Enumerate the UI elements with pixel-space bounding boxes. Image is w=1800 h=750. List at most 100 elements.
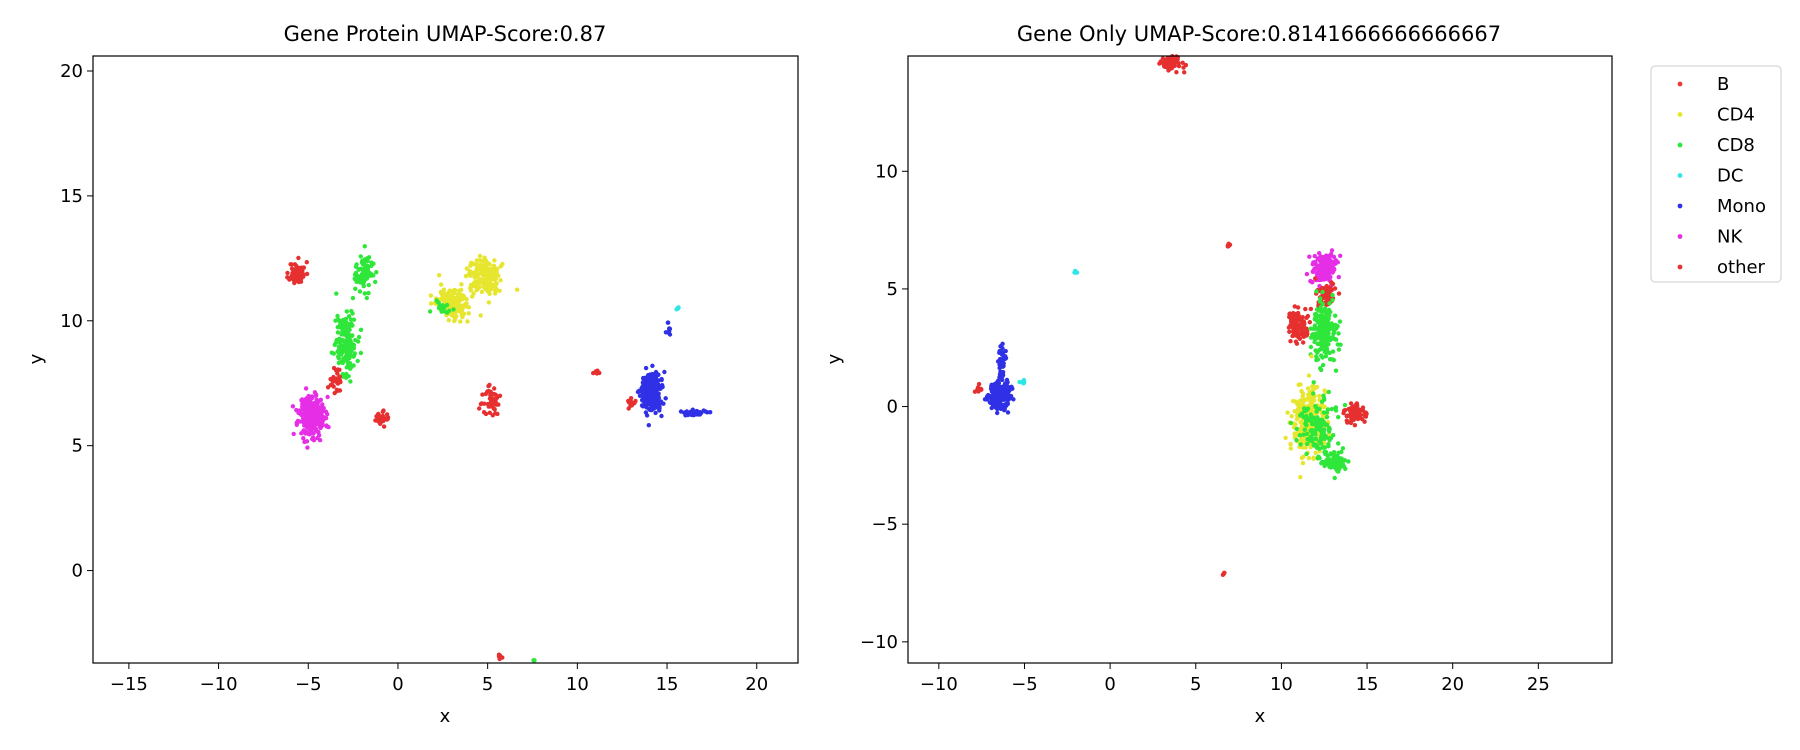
data-point-cd4 bbox=[493, 289, 498, 294]
data-point-cd8 bbox=[1325, 315, 1330, 320]
data-point-cd8 bbox=[1322, 397, 1327, 402]
y-tick-label: 0 bbox=[72, 561, 83, 582]
data-point-mono bbox=[989, 405, 994, 411]
data-point-dc bbox=[1020, 379, 1025, 384]
data-point-cd8 bbox=[1288, 420, 1294, 426]
data-point-cd8 bbox=[1322, 445, 1328, 450]
data-point-other bbox=[495, 411, 500, 417]
data-point-cd8 bbox=[1312, 339, 1317, 345]
data-point-cd4 bbox=[1288, 446, 1294, 451]
data-point-cd4 bbox=[446, 318, 451, 323]
data-point-cd8 bbox=[337, 325, 342, 330]
data-point-mono bbox=[640, 404, 645, 409]
data-point-other bbox=[488, 404, 493, 409]
data-point-cd8 bbox=[366, 282, 371, 288]
data-point-cd8 bbox=[1336, 347, 1342, 352]
data-point-cd8 bbox=[1335, 324, 1340, 329]
data-point-cd4 bbox=[438, 282, 444, 287]
data-point-other bbox=[337, 374, 342, 379]
data-point-cd4 bbox=[475, 278, 480, 284]
data-point-nk bbox=[311, 431, 316, 436]
data-point-other bbox=[378, 419, 384, 425]
data-point-nk bbox=[1336, 274, 1342, 280]
data-point-cd4 bbox=[440, 293, 445, 298]
data-point-cd8 bbox=[1313, 403, 1318, 409]
data-point-mono bbox=[647, 394, 652, 400]
data-point-nk bbox=[1311, 260, 1316, 265]
data-point-cd4 bbox=[485, 288, 490, 294]
data-point-cd8 bbox=[1316, 454, 1321, 459]
data-point-cd8 bbox=[1323, 354, 1329, 359]
data-point-cd8 bbox=[342, 342, 347, 347]
data-point-cd8 bbox=[1342, 402, 1348, 408]
left-x-axis-label: x bbox=[440, 706, 451, 727]
data-point-other bbox=[1322, 285, 1328, 291]
data-point-mono bbox=[999, 395, 1004, 400]
data-point-mono bbox=[1007, 396, 1013, 401]
data-point-cd8 bbox=[1333, 368, 1339, 373]
data-point-other bbox=[297, 265, 302, 271]
data-point-nk bbox=[1331, 254, 1337, 260]
data-point-cd4 bbox=[1294, 417, 1300, 422]
left-x-axis: −15 −10 −5 0 5 10 15 20 bbox=[110, 663, 768, 695]
data-point-cd4 bbox=[466, 311, 471, 316]
data-point-cd8 bbox=[366, 255, 372, 260]
x-tick-label: 15 bbox=[656, 674, 679, 695]
data-point-cd4 bbox=[453, 288, 458, 293]
data-point-mono bbox=[635, 389, 641, 395]
data-point-nk bbox=[1320, 265, 1326, 271]
data-point-cd8 bbox=[1319, 338, 1325, 344]
data-point-cd8 bbox=[1325, 337, 1330, 343]
data-point-mono bbox=[683, 413, 688, 418]
data-point-other bbox=[1344, 418, 1350, 423]
data-point-cd8 bbox=[1321, 427, 1327, 433]
data-point-mono bbox=[1002, 381, 1008, 386]
data-point-cd8 bbox=[346, 350, 351, 356]
data-point-cd8 bbox=[1336, 331, 1341, 336]
data-point-cd8 bbox=[364, 295, 369, 301]
data-point-cd8 bbox=[1294, 426, 1300, 432]
y-tick-label: 10 bbox=[60, 311, 83, 332]
data-point-cd8 bbox=[336, 344, 341, 349]
data-point-cd8 bbox=[1305, 406, 1311, 411]
data-point-cd8 bbox=[1311, 380, 1316, 385]
x-tick-label: 0 bbox=[1104, 674, 1115, 695]
data-point-cd4 bbox=[1317, 393, 1322, 399]
data-point-cd4 bbox=[442, 296, 447, 301]
data-point-other bbox=[337, 367, 342, 372]
data-point-mono bbox=[1011, 397, 1016, 402]
data-point-cd4 bbox=[1298, 382, 1303, 387]
data-point-other bbox=[1295, 327, 1301, 333]
data-point-mono bbox=[653, 374, 659, 380]
data-point-cd8 bbox=[1301, 432, 1306, 437]
data-point-other bbox=[1292, 329, 1297, 335]
y-tick-label: 15 bbox=[60, 186, 83, 207]
data-point-cd8 bbox=[344, 309, 349, 314]
data-point-cd8 bbox=[339, 352, 344, 357]
data-point-cd4 bbox=[457, 288, 463, 293]
data-point-cd8 bbox=[356, 267, 361, 272]
data-point-cd4 bbox=[1300, 391, 1306, 396]
data-point-mono bbox=[708, 410, 713, 415]
x-tick-label: 20 bbox=[1441, 674, 1464, 695]
right-chart: Gene Only UMAP-Score:0.8141666666666667 … bbox=[824, 22, 1613, 727]
data-point-cd4 bbox=[458, 304, 463, 309]
data-point-cd4 bbox=[1288, 441, 1293, 447]
data-point-cd8 bbox=[1314, 331, 1319, 336]
data-point-cd8 bbox=[1313, 432, 1318, 437]
data-point-cd8 bbox=[1325, 323, 1331, 328]
data-point-other bbox=[287, 277, 292, 282]
data-point-other bbox=[296, 255, 301, 261]
data-point-cd8 bbox=[349, 308, 354, 314]
data-point-nk bbox=[1315, 266, 1321, 271]
data-point-nk bbox=[305, 425, 310, 430]
data-point-nk bbox=[1327, 258, 1333, 263]
x-tick-label: 0 bbox=[392, 674, 403, 695]
data-point-other bbox=[490, 413, 495, 418]
data-point-cd8 bbox=[1329, 336, 1335, 341]
data-point-cd8 bbox=[1316, 421, 1321, 427]
data-point-cd8 bbox=[1332, 460, 1338, 466]
x-tick-label: −10 bbox=[920, 674, 958, 695]
data-point-other bbox=[1352, 423, 1358, 428]
data-point-cd8 bbox=[1319, 325, 1325, 331]
